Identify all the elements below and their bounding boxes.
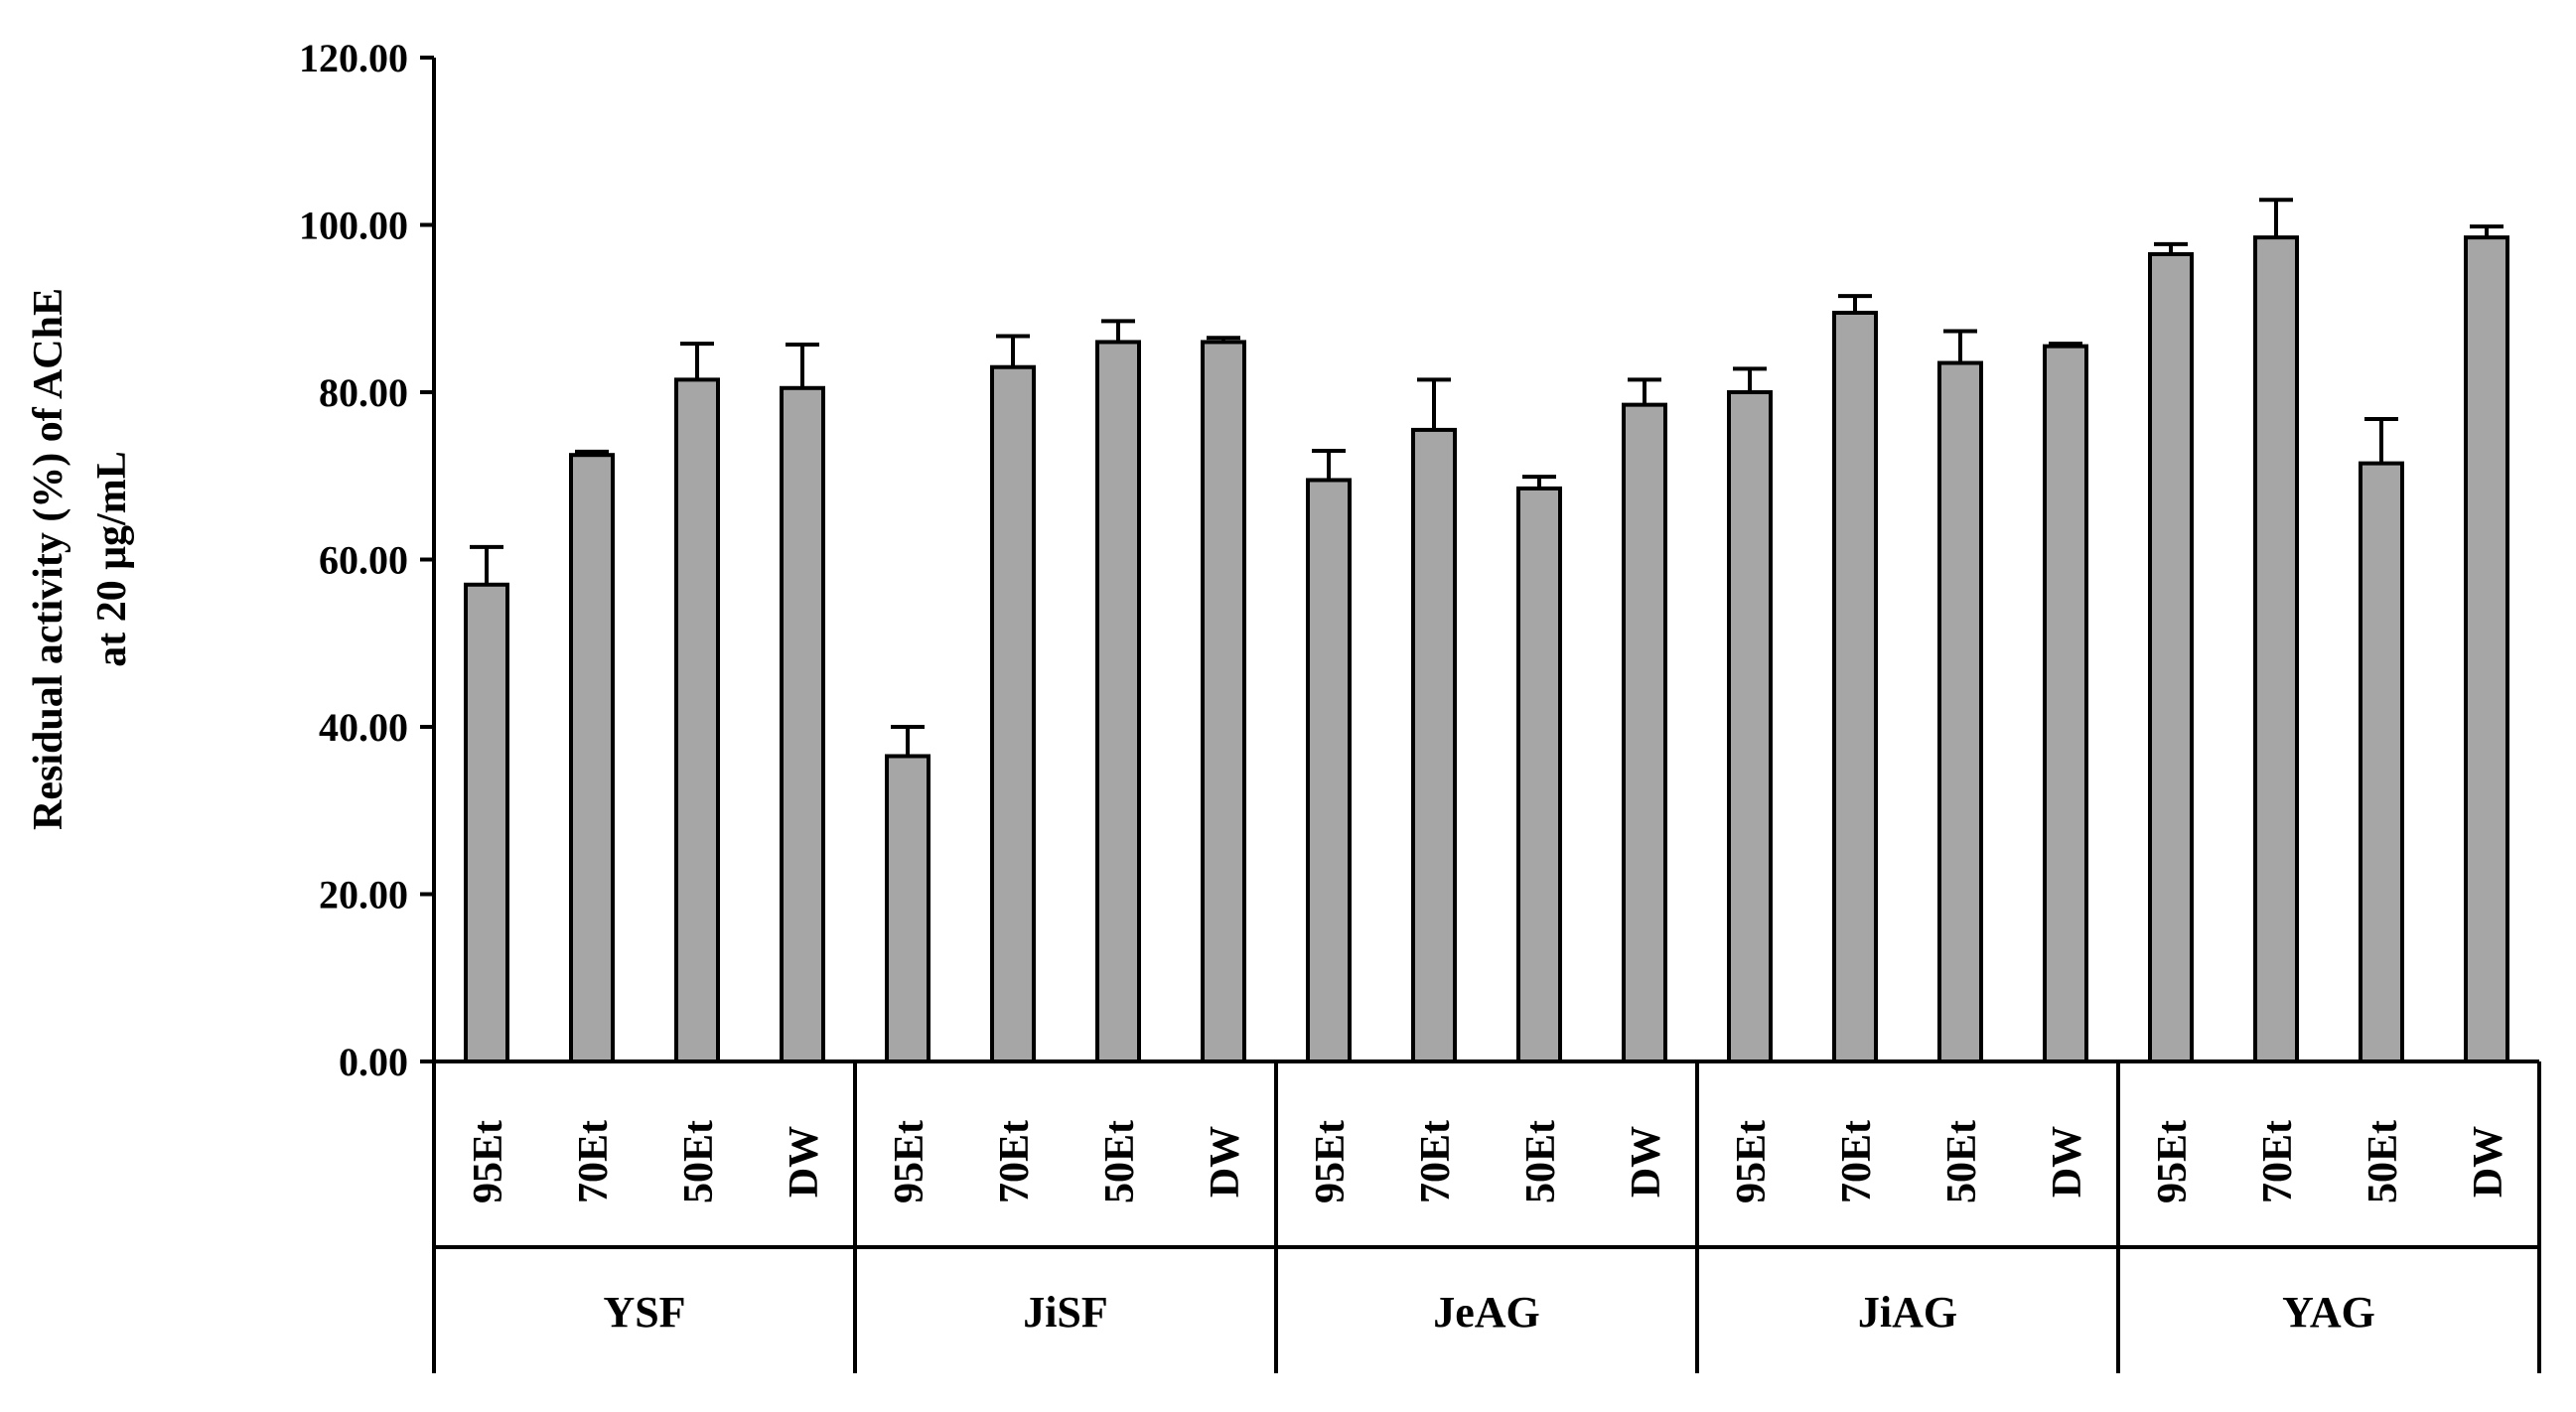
y-tick-label: 120.00 [299,36,408,80]
bar-JeAG-70Et [1411,427,1457,1064]
x-category-label: 70Et [1834,1120,1880,1203]
x-category-label: 70Et [2255,1120,2301,1203]
y-axis-title: Residual activity (%) of AChE at 20 μg/mL [26,288,135,830]
y-axis-label: Residual activity (%) of AChE at 20 μg/mL [26,288,135,830]
bar-JiSF-50Et [1095,340,1141,1063]
bars [464,198,2509,1064]
bar-JiAG-70Et [1832,310,1878,1063]
bar-JeAG-50Et [1516,486,1562,1063]
x-category-label: 50Et [2361,1120,2406,1203]
y-tick-label: 20.00 [319,873,408,918]
bar-JiAG-DW [2043,344,2088,1064]
x-category-label: 50Et [676,1120,722,1203]
bar-JiAG-50Et [1937,360,1983,1063]
y-axis: 0.00 20.00 40.00 60.00 80.00 100.00 120.00 [299,36,436,1084]
x-category-label: 70Et [571,1120,617,1203]
x-category-label: DW [1203,1126,1248,1198]
bar-JiSF-DW [1201,340,1246,1063]
bar-JeAG-DW [1622,402,1667,1063]
x-group-label: JiSF [1023,1288,1108,1337]
y-tick-label: 60.00 [319,538,408,583]
x-category-label: DW [2466,1126,2511,1198]
y-tick-label: 0.00 [339,1040,408,1084]
x-category-label: DW [1624,1126,1669,1198]
x-axis: 95Et 70Et 50Et DW YSF 95Et 70Et 50Et DW JiSF 95Et 7… [432,1059,2541,1373]
bar-JiAG-95Et [1727,390,1773,1063]
bar-YSF-70Et [569,453,615,1063]
bar-JiSF-70Et [990,364,1036,1064]
x-group-label: YSF [603,1288,685,1337]
x-category-label: 95Et [1308,1120,1354,1203]
bar-YAG-95Et [2148,251,2194,1064]
x-category-label: 70Et [1413,1120,1459,1203]
y-axis-title-line: at 20 μg/mL [89,451,135,666]
x-category-label: 95Et [887,1120,932,1203]
y-axis-title-line: Residual activity (%) of AChE [26,288,72,830]
y-tick-label: 80.00 [319,370,408,415]
x-category-label: 95Et [2150,1120,2196,1203]
y-tick-label: 100.00 [299,204,408,248]
bar-YSF-95Et [464,582,509,1064]
x-group-label: YAG [2282,1288,2375,1337]
x-category-label: 95Et [1729,1120,1775,1203]
bar-YSF-DW [780,385,825,1064]
x-category-label: 95Et [466,1120,511,1203]
x-category-label: DW [2045,1126,2090,1198]
y-tick-label: 40.00 [319,705,408,750]
x-category-label: 50Et [1939,1120,1985,1203]
x-category-label: 50Et [1518,1120,1564,1203]
bar-JiSF-95Et [885,754,930,1063]
bar-YAG-50Et [2359,461,2404,1063]
x-category-label: DW [782,1126,827,1198]
bar-JeAG-95Et [1306,478,1352,1063]
bar-YSF-50Et [674,377,720,1063]
x-category-label: 70Et [992,1120,1038,1203]
x-group-label: JeAG [1433,1288,1540,1337]
bar-YAG-70Et [2253,235,2299,1063]
x-group-label: JiAG [1858,1288,1957,1337]
x-category-label: 50Et [1097,1120,1143,1203]
bar-YAG-DW [2464,235,2509,1063]
